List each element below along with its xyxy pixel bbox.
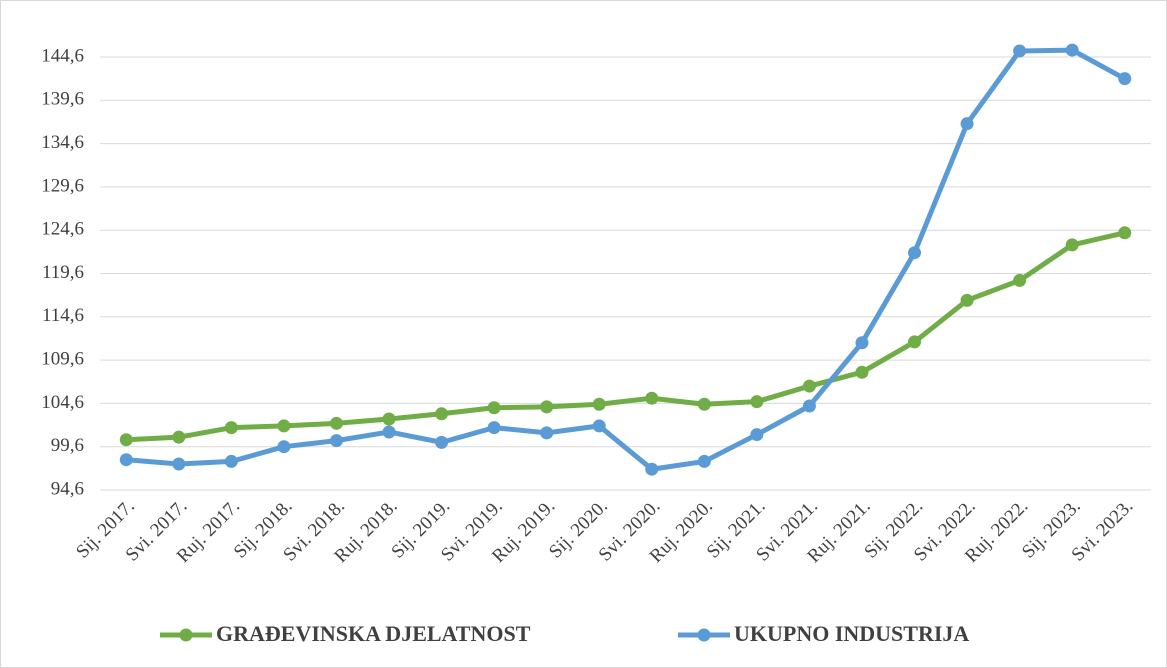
y-tick-label: 94,6 xyxy=(51,478,84,499)
y-tick-label: 124,6 xyxy=(41,219,84,240)
data-point xyxy=(908,335,922,349)
data-point xyxy=(802,399,816,413)
data-point xyxy=(1118,226,1132,240)
data-point xyxy=(750,428,764,442)
data-point xyxy=(119,433,133,447)
data-point xyxy=(329,434,343,448)
data-point xyxy=(540,400,554,414)
data-point xyxy=(645,462,659,476)
data-point xyxy=(855,365,869,379)
data-point xyxy=(697,454,711,468)
data-point xyxy=(960,293,974,307)
data-point xyxy=(855,336,869,350)
data-point xyxy=(172,457,186,471)
series-line xyxy=(126,230,1126,443)
data-point xyxy=(1118,72,1132,86)
data-point xyxy=(172,430,186,444)
y-tick-label: 129,6 xyxy=(41,175,84,196)
data-point xyxy=(224,421,238,435)
data-point xyxy=(435,407,449,421)
data-point xyxy=(540,426,554,440)
data-point xyxy=(802,379,816,393)
series-line xyxy=(126,47,1126,472)
data-point xyxy=(487,421,501,435)
legend-text: UKUPNO INDUSTRIJA xyxy=(734,621,969,646)
data-point xyxy=(645,391,659,405)
data-point xyxy=(382,425,396,439)
y-tick-label: 139,6 xyxy=(41,89,84,110)
data-point xyxy=(908,246,922,260)
data-point xyxy=(435,435,449,449)
data-point xyxy=(487,401,501,415)
y-tick-label: 134,6 xyxy=(41,132,84,153)
data-point xyxy=(1013,44,1027,58)
data-point xyxy=(592,419,606,433)
legend-marker xyxy=(697,628,711,642)
data-point xyxy=(224,454,238,468)
y-tick-label: 114,6 xyxy=(42,305,84,326)
y-tick-label: 144,6 xyxy=(41,45,84,66)
data-point xyxy=(1065,43,1079,57)
data-point xyxy=(382,412,396,426)
data-point xyxy=(329,416,343,430)
legend-text: GRAĐEVINSKA DJELATNOST xyxy=(216,621,531,646)
data-point xyxy=(697,397,711,411)
data-point xyxy=(592,397,606,411)
data-point xyxy=(277,440,291,454)
data-point xyxy=(1065,238,1079,252)
data-point xyxy=(960,117,974,131)
legend-marker xyxy=(179,628,193,642)
y-tick-label: 119,6 xyxy=(42,262,84,283)
data-point xyxy=(119,453,133,467)
data-point xyxy=(1013,273,1027,287)
y-tick-label: 109,6 xyxy=(41,348,84,369)
data-point xyxy=(277,419,291,433)
data-point xyxy=(750,395,764,409)
y-tick-label: 99,6 xyxy=(51,435,84,456)
y-tick-label: 104,6 xyxy=(41,392,84,413)
